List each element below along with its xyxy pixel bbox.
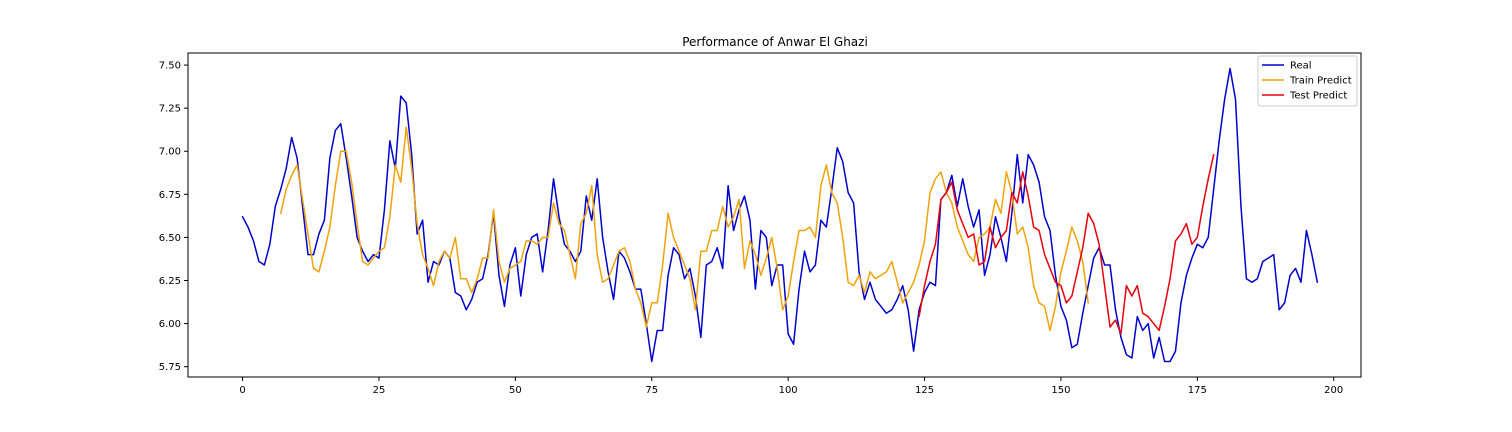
y-tick-label: 5.75 — [159, 362, 181, 373]
legend: Real Train Predict Test Predict — [1257, 55, 1358, 107]
x-tick-label: 175 — [1188, 385, 1207, 396]
y-tick-label: 6.00 — [159, 319, 181, 330]
x-tick-label: 25 — [373, 385, 386, 396]
series-line-real — [241, 67, 1319, 363]
y-tick-label: 6.25 — [159, 276, 181, 287]
y-tick-label: 7.50 — [159, 61, 181, 72]
legend-box — [1257, 55, 1358, 107]
x-tick-label: 0 — [239, 385, 245, 396]
y-tick-label: 7.00 — [159, 147, 181, 158]
y-tick-label: 6.75 — [159, 190, 181, 201]
series-layer — [241, 67, 1319, 363]
series-line-train-predict — [280, 126, 1089, 332]
chart-title: Performance of Anwar El Ghazi — [682, 35, 868, 49]
x-tick-label: 75 — [645, 385, 658, 396]
legend-label-test-predict: Test Predict — [1289, 91, 1347, 102]
legend-label-train-predict: Train Predict — [1289, 76, 1352, 87]
x-axis: 0 25 50 75 100 125 150 175 200 — [239, 377, 1343, 396]
y-tick-label: 6.50 — [159, 233, 181, 244]
x-tick-label: 150 — [1051, 385, 1070, 396]
series-line-test-predict — [918, 153, 1215, 335]
y-tick-label: 7.25 — [159, 104, 181, 115]
x-tick-label: 125 — [915, 385, 934, 396]
x-tick-label: 50 — [509, 385, 522, 396]
y-axis: 5.75 6.00 6.25 6.50 6.75 7.00 7.25 7.50 — [159, 61, 188, 373]
plot-frame — [187, 52, 1362, 378]
x-tick-label: 200 — [1324, 385, 1343, 396]
legend-label-real: Real — [1290, 61, 1312, 72]
x-tick-label: 100 — [779, 385, 798, 396]
